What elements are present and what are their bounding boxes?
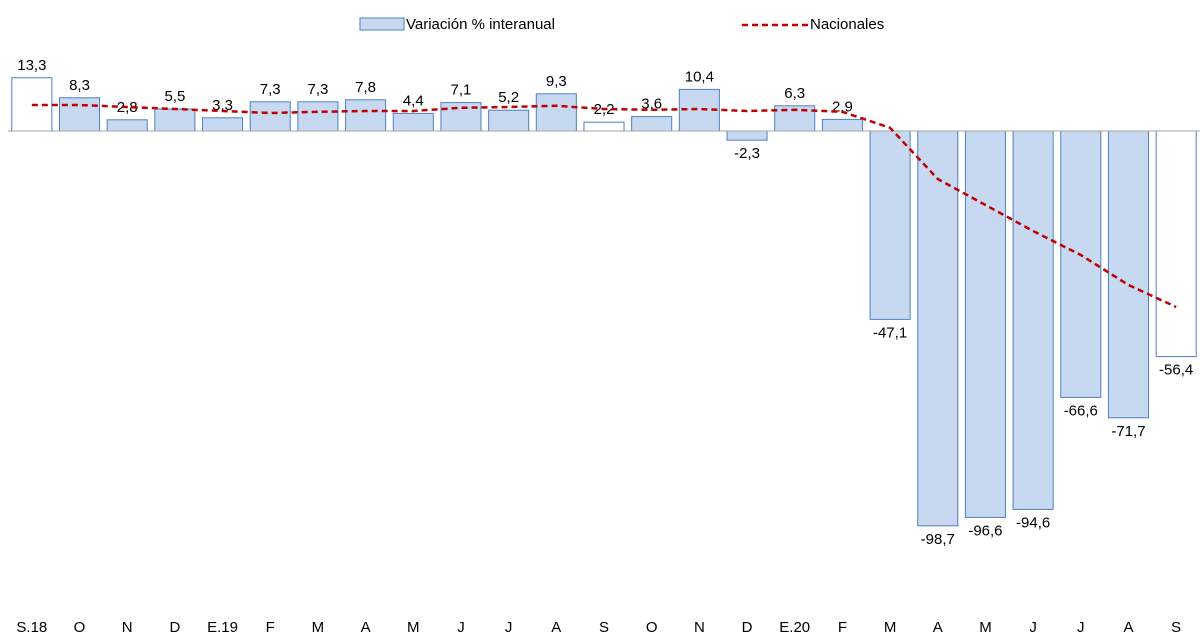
data-label: 8,3 <box>69 77 90 94</box>
x-tick-label: J <box>1029 619 1037 636</box>
bar <box>154 108 196 132</box>
data-label: 3,6 <box>641 96 662 113</box>
bar <box>869 130 911 320</box>
bar <box>345 99 387 132</box>
legend-swatch <box>359 17 405 31</box>
x-tick-label: M <box>884 619 897 636</box>
legend-label: Nacionales <box>810 16 884 33</box>
x-tick-label: J <box>1077 619 1085 636</box>
bar <box>535 93 577 132</box>
x-tick-label: F <box>838 619 847 636</box>
x-tick-label: S.18 <box>16 619 47 636</box>
x-tick-label: S <box>1171 619 1181 636</box>
x-tick-label: O <box>646 619 658 636</box>
data-label: -98,7 <box>921 531 955 548</box>
data-label: 7,1 <box>451 82 472 99</box>
bar <box>1107 130 1150 419</box>
x-tick-label: N <box>694 619 705 636</box>
data-label: 5,2 <box>498 89 519 106</box>
x-tick-label: D <box>742 619 753 636</box>
x-tick-label: O <box>74 619 86 636</box>
x-tick-label: E.19 <box>207 619 238 636</box>
bar <box>631 116 673 132</box>
bar <box>964 130 1006 518</box>
bar <box>249 101 291 132</box>
data-label: 4,4 <box>403 92 424 109</box>
x-tick-label: E.20 <box>779 619 810 636</box>
bar <box>58 97 101 132</box>
bar <box>106 119 148 132</box>
data-label: -94,6 <box>1016 514 1050 531</box>
bar <box>202 117 244 132</box>
data-label: 7,8 <box>355 79 376 96</box>
x-tick-label: M <box>312 619 325 636</box>
data-label: 7,3 <box>260 81 281 98</box>
data-label: -47,1 <box>873 324 907 341</box>
data-label: 3,3 <box>212 97 233 114</box>
data-label: 5,5 <box>164 88 185 105</box>
bar <box>488 109 530 132</box>
bar <box>583 121 625 132</box>
x-tick-label: A <box>1123 619 1133 636</box>
x-tick-label: D <box>169 619 180 636</box>
bar <box>297 101 339 132</box>
x-tick-label: S <box>599 619 609 636</box>
data-label: 7,3 <box>307 81 328 98</box>
x-tick-label: N <box>122 619 133 636</box>
bar <box>726 130 768 141</box>
x-tick-label: A <box>933 619 943 636</box>
bar <box>821 118 863 132</box>
data-label: -56,4 <box>1159 362 1193 379</box>
data-label: 10,4 <box>685 68 714 85</box>
bar <box>392 112 434 132</box>
bar <box>917 130 959 527</box>
x-tick-label: F <box>266 619 275 636</box>
x-tick-label: J <box>505 619 513 636</box>
data-label: -71,7 <box>1111 423 1145 440</box>
x-tick-label: J <box>457 619 465 636</box>
data-label: -66,6 <box>1064 402 1098 419</box>
legend-label: Variación % interanual <box>406 16 555 33</box>
x-tick-label: M <box>979 619 992 636</box>
bar <box>1012 130 1054 510</box>
x-tick-label: A <box>551 619 561 636</box>
bar <box>1155 130 1197 358</box>
data-label: -96,6 <box>968 522 1002 539</box>
x-tick-label: A <box>361 619 371 636</box>
data-label: -2,3 <box>734 145 760 162</box>
data-label: 13,3 <box>17 57 46 74</box>
x-tick-label: M <box>407 619 420 636</box>
data-label: 6,3 <box>784 85 805 102</box>
data-label: 9,3 <box>546 73 567 90</box>
line <box>31 103 1177 309</box>
